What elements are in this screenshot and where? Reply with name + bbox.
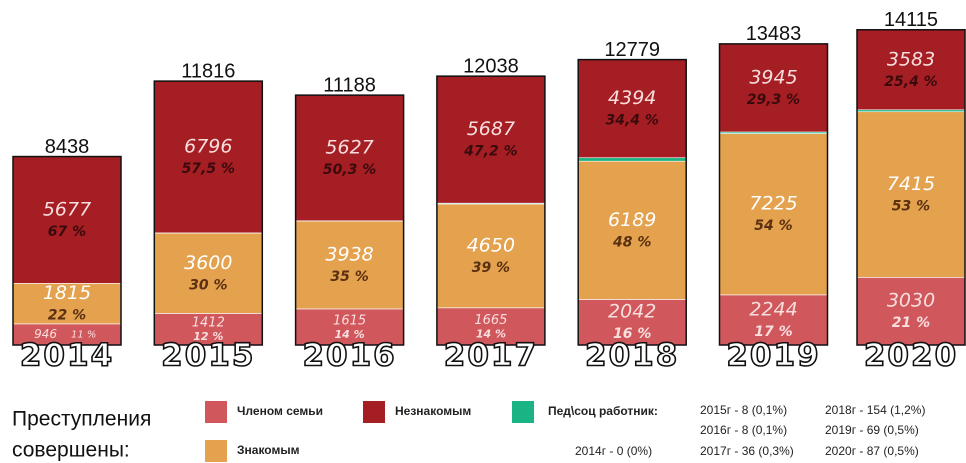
percent-label: 14 % [335,328,365,341]
value-label: 1615 [333,313,366,328]
legend-label: Членом семьи [237,404,323,418]
total-label: 14115 [884,9,938,31]
bar-outline [436,75,546,346]
x-tick-label: 2016 [302,338,396,374]
bar-segment [719,133,828,296]
value-label: 1412 [192,316,225,331]
percent-label: 12 % [193,330,223,343]
bar-segment [577,299,687,346]
bar-segment [12,283,122,325]
legend-label: Пед\соц работник: [548,404,658,418]
bar-segment [295,220,404,310]
value-label: 3600 [184,252,232,274]
value-label: 1665 [474,313,507,328]
note: 2016г - 8 (0,1%) [700,423,787,437]
bar-outline [577,58,687,346]
bar-segment [577,59,687,159]
total-label: 8438 [45,136,90,158]
bar-segment [577,160,687,300]
percent-label: 47,2 % [463,144,517,160]
legend-label: Незнакомым [395,404,471,418]
legend-swatch [512,401,534,423]
value-label: 4650 [467,234,515,256]
percent-label: 16 % [613,326,651,342]
note: 2015г - 8 (0,1%) [700,403,787,417]
legend-title: Преступления [12,408,151,431]
note: 2014г - 0 (0%) [575,444,652,458]
value-label: 3030 [887,290,935,312]
value-label: 5677 [43,198,91,220]
total-label: 12779 [604,39,660,61]
percent-label: 17 % [754,324,792,340]
bar-segment [856,111,966,278]
x-tick-label: 2017 [444,338,538,374]
value-label: 2042 [608,301,656,323]
value-label: 1815 [43,282,91,304]
legend-label: Знакомым [237,443,300,457]
percent-label: 11 % [71,329,96,340]
bar-outline [12,155,122,346]
value-label: 3945 [749,66,797,88]
x-tick-label: 2015 [161,338,255,374]
percent-label: 29,3 % [747,92,800,108]
percent-label: 54 % [754,218,792,234]
value-label: 5627 [325,136,373,158]
bar-segment [856,277,966,346]
value-label: 7415 [887,173,935,195]
legend-title: совершены: [12,439,130,462]
x-tick-label: 2014 [20,338,114,374]
total-label: 11188 [323,74,376,96]
legend-swatch [363,401,385,423]
bar-outline [856,29,966,346]
bar-segment [436,307,546,346]
total-label: 12038 [463,55,519,77]
value-label: 7225 [749,193,797,215]
value-label: 4394 [608,87,656,109]
percent-label: 35 % [330,269,368,285]
percent-label: 50,3 % [323,162,376,178]
value-label: 2244 [749,298,797,320]
total-label: 13483 [746,23,802,45]
value-label: 946 [34,327,57,341]
bar-segment [436,75,546,204]
bar-outline [294,94,405,346]
value-label: 6189 [608,209,656,231]
note: 2019г - 69 (0,5%) [825,423,919,437]
note: 2020г - 87 (0,5%) [825,444,919,458]
x-tick-label: 2019 [726,338,820,374]
bar-segment [719,43,828,133]
percent-label: 14 % [476,327,506,340]
percent-label: 67 % [48,224,86,240]
percent-label: 30 % [189,277,227,293]
bar-outline [718,43,829,346]
x-tick-label: 2020 [864,338,958,374]
bar-outline [153,80,264,346]
total-label: 11816 [181,60,235,82]
note: 2018г - 154 (1,2%) [825,403,925,417]
value-label: 3583 [887,48,935,70]
value-label: 6796 [184,135,232,157]
x-tick-label: 2018 [585,338,679,374]
percent-label: 22 % [48,308,86,324]
percent-label: 25,4 % [884,74,937,90]
value-label: 5687 [467,118,515,140]
bar-segment [577,157,687,162]
bar-segment [856,29,966,111]
percent-label: 53 % [892,199,930,215]
legend-swatch [205,401,227,423]
bar-segment [295,94,404,222]
legend-swatch [205,440,227,462]
percent-label: 39 % [472,260,510,276]
percent-label: 34,4 % [605,113,658,129]
percent-label: 57,5 % [182,161,235,177]
percent-label: 21 % [892,315,930,331]
note: 2017г - 36 (0,3%) [700,444,794,458]
value-label: 3938 [325,243,373,265]
percent-label: 48 % [612,234,651,250]
